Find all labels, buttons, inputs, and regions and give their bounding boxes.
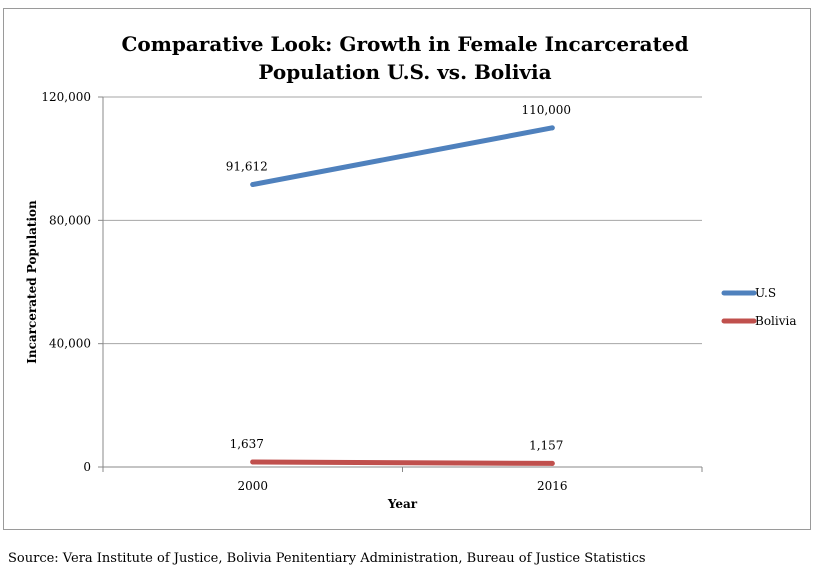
y-axis-title: Incarcerated Population: [25, 200, 39, 364]
data-label-us-0: 91,612: [226, 160, 268, 174]
series-line-bolivia: [250, 459, 555, 466]
y-tick-label: 120,000: [41, 90, 91, 104]
y-tick-label: 0: [83, 460, 91, 474]
data-label-us-1: 110,000: [521, 103, 571, 117]
x-tick-label: 2000: [237, 479, 268, 493]
y-tick-label: 40,000: [49, 337, 91, 351]
chart-title: Comparative Look: Growth in Female Incar…: [121, 32, 689, 84]
data-label-bolivia-1: 1,157: [529, 438, 563, 452]
data-point-bolivia-0: [250, 459, 256, 465]
chart-frame: [3, 8, 811, 530]
x-axis-title: Year: [387, 497, 418, 511]
x-tick-label: 2016: [537, 479, 568, 493]
y-tick-label: 80,000: [49, 213, 91, 227]
source-note: Source: Vera Institute of Justice, Boliv…: [8, 551, 646, 566]
legend-label-us: U.S: [755, 286, 776, 300]
series-line-us: [250, 125, 555, 188]
data-point-us-0: [250, 182, 256, 188]
data-point-bolivia-1: [549, 460, 555, 466]
legend-label-bolivia: Bolivia: [755, 314, 797, 328]
data-point-us-1: [549, 125, 555, 131]
data-label-bolivia-0: 1,637: [230, 437, 264, 451]
